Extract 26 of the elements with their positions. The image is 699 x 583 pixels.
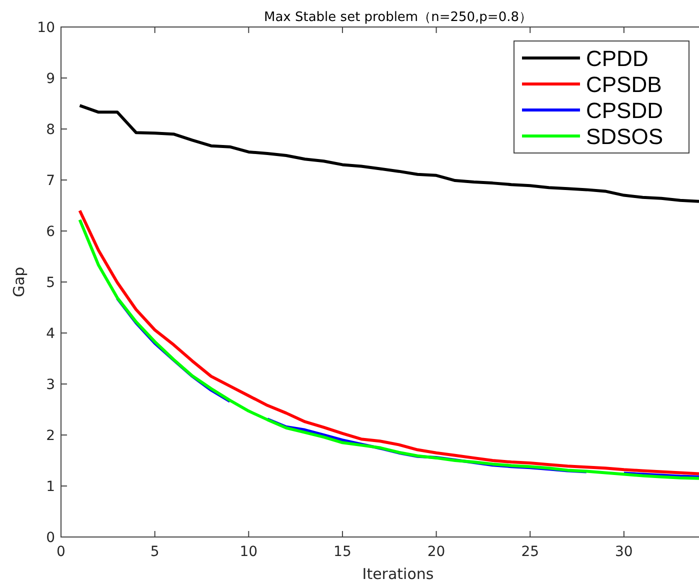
legend-label: SDSOS	[586, 124, 664, 149]
chart-title: Max Stable set problem（n=250,p=0.8）	[264, 10, 532, 25]
y-tick-label: 9	[46, 71, 55, 87]
y-tick-label: 0	[46, 530, 55, 546]
x-tick-label: 30	[615, 544, 633, 560]
x-axis-title: Iterations	[362, 565, 434, 583]
y-axis-title: Gap	[10, 266, 28, 298]
y-tick-label: 5	[46, 275, 55, 291]
y-tick-label: 4	[46, 326, 56, 342]
y-tick-label: 3	[46, 377, 55, 393]
legend-label: CPSDB	[586, 72, 662, 97]
y-tick-label: 6	[46, 224, 56, 240]
x-tick-label: 10	[240, 544, 258, 560]
y-tick-label: 1	[46, 479, 55, 495]
x-tick-label: 5	[150, 544, 160, 560]
x-tick-label: 20	[427, 544, 446, 560]
legend-label: CPDD	[586, 46, 648, 71]
y-tick-label: 7	[46, 173, 55, 189]
x-tick-label: 15	[334, 544, 352, 560]
line-series	[78, 104, 699, 203]
legend-label: CPSDD	[586, 98, 664, 123]
x-tick-label: 25	[521, 544, 540, 560]
y-tick-label: 8	[46, 122, 55, 138]
y-tick-label: 2	[46, 428, 55, 444]
y-tick-label: 10	[37, 20, 55, 36]
x-tick-label: 0	[56, 544, 66, 560]
